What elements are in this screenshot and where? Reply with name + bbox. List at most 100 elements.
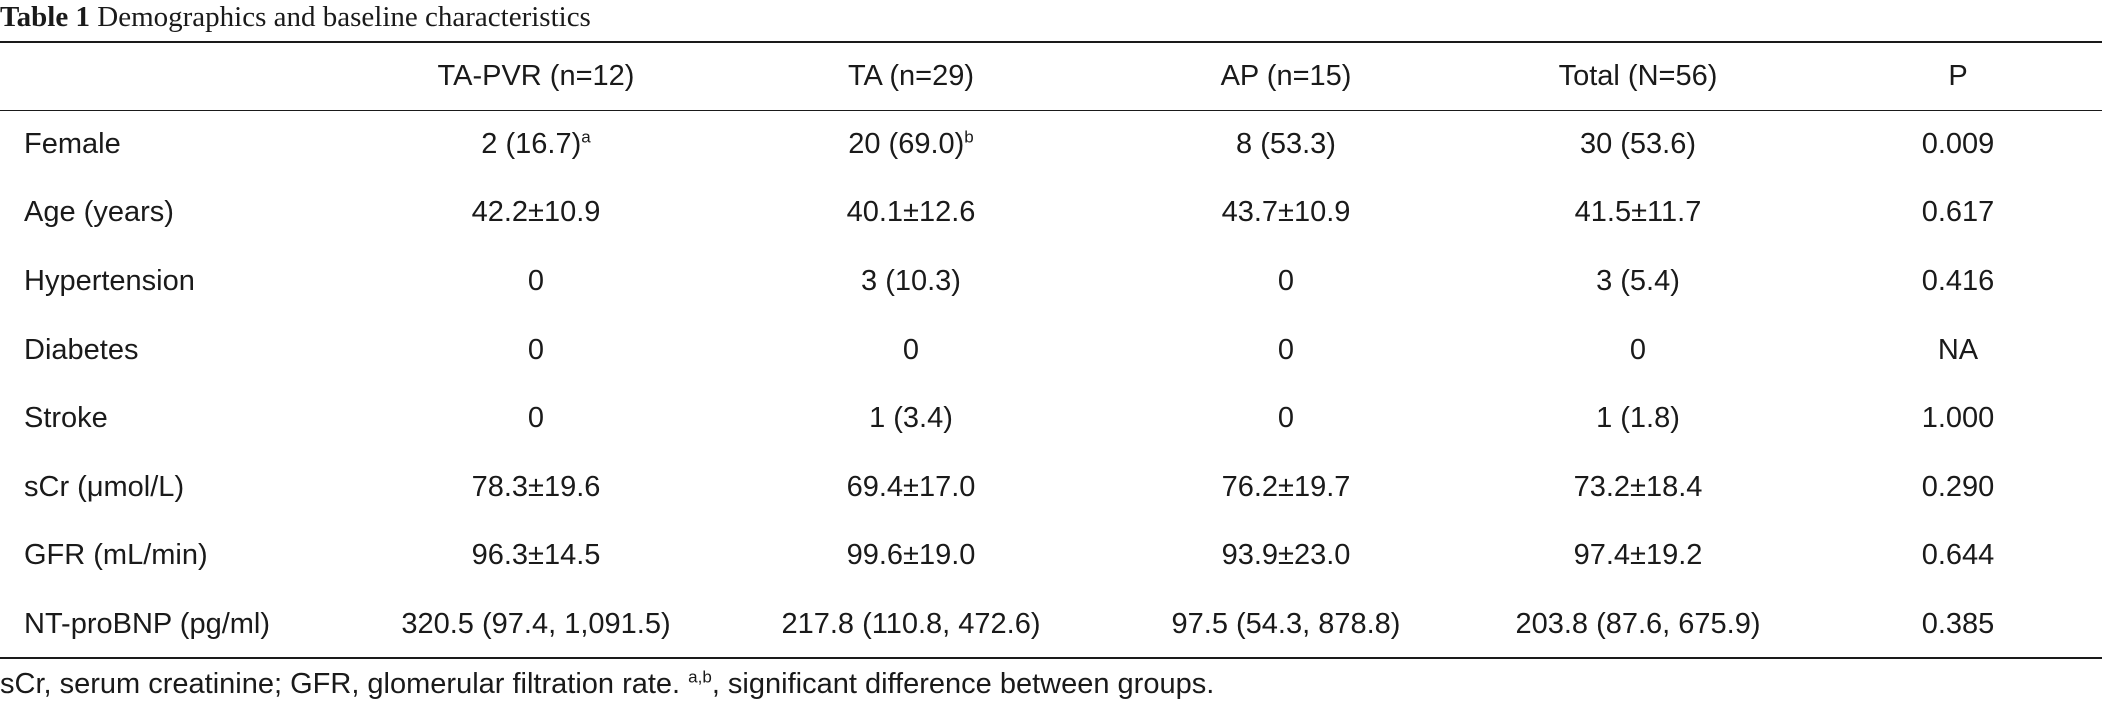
- table-row: Hypertension 0 3 (10.3) 0 3 (5.4) 0.416: [0, 247, 2102, 316]
- cell-ta: 69.4±17.0: [712, 453, 1110, 522]
- cell-superscript: b: [964, 127, 974, 147]
- footnote-superscript: a,b: [688, 667, 712, 687]
- cell-ta-pvr: 96.3±14.5: [360, 522, 712, 591]
- cell-ap: 97.5 (54.3, 878.8): [1110, 590, 1462, 659]
- table-row: Diabetes 0 0 0 0 NA: [0, 316, 2102, 385]
- table-row: Female 2 (16.7)a 20 (69.0)b 8 (53.3) 30 (53.…: [0, 110, 2102, 179]
- row-label: Age (years): [24, 196, 174, 229]
- cell-ta-pvr: 0: [360, 384, 712, 453]
- cell-p: NA: [1814, 316, 2102, 385]
- table-row: Age (years) 42.2±10.9 40.1±12.6 43.7±10.9 41…: [0, 179, 2102, 248]
- cell-ta-pvr: 0: [360, 316, 712, 385]
- cell-value: 0.009: [1921, 127, 1995, 160]
- cell-ap: 0: [1110, 316, 1462, 385]
- cell-ta: 1 (3.4): [712, 384, 1110, 453]
- cell-total: 30 (53.6): [1462, 110, 1814, 179]
- cell-ta: 217.8 (110.8, 472.6): [712, 590, 1110, 659]
- cell-value: 0: [1277, 333, 1295, 366]
- demographics-table: TA-PVR (n=12) TA (n=29) AP (n=15) Total …: [0, 43, 2102, 659]
- header-cell-row-label: [0, 43, 360, 110]
- cell-total: 41.5±11.7: [1462, 179, 1814, 248]
- cell-ta-pvr: 2 (16.7)a: [360, 110, 712, 179]
- cell-value: 78.3±19.6: [471, 470, 601, 503]
- cell-value: 97.4±19.2: [1573, 539, 1703, 572]
- table-row: NT-proBNP (pg/ml) 320.5 (97.4, 1,091.5) 21…: [0, 590, 2102, 659]
- cell-value: 3 (10.3): [861, 264, 961, 297]
- table-body: Female 2 (16.7)a 20 (69.0)b 8 (53.3) 30 (53.…: [0, 110, 2102, 659]
- cell-ta-pvr: 78.3±19.6: [360, 453, 712, 522]
- cell-p: 0.617: [1814, 179, 2102, 248]
- cell-value: 0: [1277, 264, 1295, 297]
- row-label: Diabetes: [24, 333, 139, 366]
- cell-p: 0.385: [1814, 590, 2102, 659]
- cell-value: 217.8 (110.8, 472.6): [781, 607, 1041, 640]
- cell-value: 43.7±10.9: [1221, 196, 1351, 229]
- cell-value: 76.2±19.7: [1221, 470, 1351, 503]
- cell-p: 0.644: [1814, 522, 2102, 591]
- table-row: Stroke 0 1 (3.4) 0 1 (1.8) 1.000: [0, 384, 2102, 453]
- cell-total: 0: [1462, 316, 1814, 385]
- cell-value: 1.000: [1921, 402, 1995, 435]
- cell-value: 0.385: [1921, 607, 1995, 640]
- cell-value: 1 (1.8): [1596, 402, 1680, 435]
- cell-value: 0.416: [1921, 264, 1995, 297]
- cell-value: 1 (3.4): [869, 402, 953, 435]
- table-bottom-rule: [0, 657, 2102, 659]
- table-caption-title: Demographics and baseline characteristic…: [97, 1, 591, 33]
- table-top-rule: [0, 41, 2102, 43]
- cell-value: 20 (69.0): [848, 127, 965, 160]
- cell-value: 99.6±19.0: [846, 539, 976, 572]
- cell-ta-pvr: 42.2±10.9: [360, 179, 712, 248]
- cell-value: 96.3±14.5: [471, 539, 601, 572]
- row-label: NT-proBNP (pg/ml): [24, 607, 271, 640]
- cell-value: 0: [527, 333, 545, 366]
- cell-p: 1.000: [1814, 384, 2102, 453]
- cell-ta: 3 (10.3): [712, 247, 1110, 316]
- cell-value: NA: [1937, 333, 1979, 366]
- table-caption: Table 1 Demographics and baseline charac…: [0, 0, 591, 38]
- cell-p: 0.290: [1814, 453, 2102, 522]
- cell-value: 3 (5.4): [1596, 264, 1680, 297]
- cell-value: 203.8 (87.6, 675.9): [1515, 607, 1761, 640]
- table-caption-label: Table 1: [0, 1, 90, 33]
- cell-p: 0.416: [1814, 247, 2102, 316]
- cell-value: 40.1±12.6: [846, 196, 976, 229]
- cell-ap: 93.9±23.0: [1110, 522, 1462, 591]
- cell-value: 69.4±17.0: [846, 470, 976, 503]
- header-cell-p: P: [1948, 60, 1968, 92]
- cell-value: 30 (53.6): [1579, 127, 1697, 160]
- cell-total: 73.2±18.4: [1462, 453, 1814, 522]
- cell-value: 320.5 (97.4, 1,091.5): [401, 607, 671, 640]
- table-row: sCr (μmol/L) 78.3±19.6 69.4±17.0 76.2±19.7 7…: [0, 453, 2102, 522]
- header-cell-ta: TA (n=29): [848, 60, 974, 92]
- cell-ta: 40.1±12.6: [712, 179, 1110, 248]
- cell-value: 97.5 (54.3, 878.8): [1171, 607, 1401, 640]
- cell-value: 0: [902, 333, 920, 366]
- cell-total: 203.8 (87.6, 675.9): [1462, 590, 1814, 659]
- cell-total: 97.4±19.2: [1462, 522, 1814, 591]
- cell-ap: 0: [1110, 384, 1462, 453]
- footnote-text-after: , significant difference between groups.: [711, 668, 1215, 700]
- cell-value: 0.290: [1921, 470, 1995, 503]
- table-row: GFR (mL/min) 96.3±14.5 99.6±19.0 93.9±23.0 9…: [0, 522, 2102, 591]
- row-label: Stroke: [24, 402, 108, 435]
- cell-ap: 0: [1110, 247, 1462, 316]
- cell-value: 0: [1277, 402, 1295, 435]
- cell-ap: 43.7±10.9: [1110, 179, 1462, 248]
- cell-ta: 20 (69.0)b: [712, 110, 1110, 179]
- cell-value: 0.617: [1921, 196, 1995, 229]
- cell-superscript: a: [581, 127, 591, 147]
- cell-value: 0: [527, 402, 545, 435]
- cell-value: 0: [1629, 333, 1647, 366]
- table-header-row: TA-PVR (n=12) TA (n=29) AP (n=15) Total …: [0, 43, 2102, 110]
- header-cell-ap: AP (n=15): [1220, 60, 1352, 92]
- cell-ap: 76.2±19.7: [1110, 453, 1462, 522]
- cell-ta: 0: [712, 316, 1110, 385]
- header-cell-total: Total (N=56): [1558, 60, 1718, 92]
- cell-value: 0.644: [1921, 539, 1995, 572]
- cell-value: 73.2±18.4: [1573, 470, 1703, 503]
- row-label: GFR (mL/min): [24, 539, 208, 572]
- cell-value: 2 (16.7): [481, 127, 582, 160]
- cell-value: 8 (53.3): [1236, 127, 1336, 160]
- cell-ta-pvr: 0: [360, 247, 712, 316]
